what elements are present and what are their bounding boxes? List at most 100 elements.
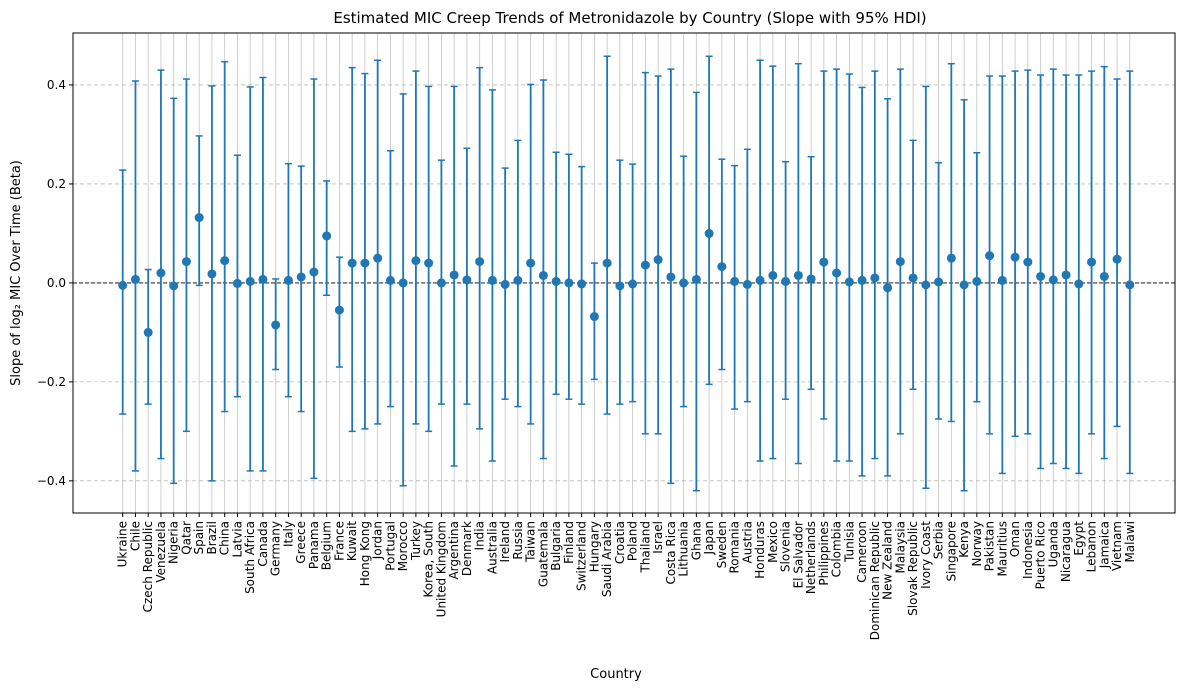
slope-point-76: [1087, 257, 1097, 267]
slope-point-16: [322, 231, 332, 241]
x-tick-label: Tunisia: [842, 521, 856, 563]
x-tick-label: Taiwan: [524, 521, 538, 563]
x-tick-label: Argentina: [447, 521, 461, 580]
x-tick-label: Japan: [702, 521, 716, 555]
slope-point-44: [679, 278, 689, 288]
x-tick-label: Colombia: [830, 521, 844, 577]
x-tick-label: Venezuela: [154, 521, 168, 583]
y-tick-label: −0.4: [37, 474, 66, 488]
slope-point-18: [347, 258, 357, 268]
slope-point-68: [985, 251, 995, 261]
slope-point-75: [1074, 279, 1084, 289]
x-tick-label: Panama: [307, 521, 321, 569]
slope-point-14: [296, 272, 306, 282]
slope-point-2: [143, 327, 153, 337]
x-tick-label: Singapore: [944, 521, 958, 582]
slope-point-50: [755, 275, 765, 285]
x-tick-label: Vietnam: [1110, 521, 1124, 571]
slope-point-6: [194, 213, 204, 223]
x-tick-label: Chile: [128, 521, 142, 551]
x-tick-label: Croatia: [613, 521, 627, 564]
x-tick-label: Nicaragua: [1059, 521, 1073, 582]
x-tick-label: South Africa: [243, 521, 257, 594]
slope-point-73: [1048, 275, 1058, 285]
slope-point-45: [691, 274, 701, 284]
slope-point-3: [156, 268, 166, 278]
x-tick-label: Germany: [269, 521, 283, 576]
slope-point-48: [730, 276, 740, 286]
x-tick-label: Denmark: [460, 521, 474, 576]
slope-point-66: [959, 280, 969, 290]
slope-point-5: [181, 257, 191, 267]
y-tick-label: −0.2: [37, 375, 66, 389]
x-tick-label: El Salvador: [791, 521, 805, 588]
slope-point-25: [436, 278, 446, 288]
x-tick-label: Saudi Arabia: [600, 521, 614, 597]
x-tick-label: Canada: [256, 521, 270, 567]
x-tick-label: Morocco: [396, 521, 410, 571]
x-tick-label: Slovenia: [779, 521, 793, 572]
slope-point-10: [245, 276, 255, 286]
x-tick-label: Brazil: [205, 521, 219, 555]
x-tick-label: Jamaica: [1097, 521, 1111, 569]
slope-point-71: [1023, 257, 1033, 267]
y-tick-label: 0.4: [47, 78, 66, 92]
x-axis-label: Country: [590, 667, 642, 682]
x-tick-label: Ivory Coast: [919, 521, 933, 589]
x-tick-label: Korea, South: [422, 521, 436, 598]
slope-point-56: [832, 268, 842, 278]
x-tick-label: Lebanon: [1085, 521, 1099, 572]
x-tick-label: Oman: [1008, 521, 1022, 557]
slope-point-70: [1010, 252, 1020, 262]
x-tick-label: Costa Rica: [664, 521, 678, 584]
x-tick-label: Spain: [192, 521, 206, 555]
x-tick-label: Portugal: [383, 521, 397, 571]
slope-point-62: [908, 273, 918, 283]
slope-point-39: [615, 281, 625, 291]
x-tick-label: Malaysia: [893, 521, 907, 573]
slope-point-58: [857, 275, 867, 285]
x-tick-label: India: [473, 521, 487, 550]
slope-point-1: [130, 274, 140, 284]
slope-point-64: [934, 277, 944, 287]
slope-point-51: [768, 270, 778, 280]
x-tick-label: Nigeria: [167, 521, 181, 564]
slope-point-57: [844, 277, 854, 287]
x-tick-label: Lithuania: [677, 521, 691, 577]
slope-point-27: [462, 275, 472, 285]
slope-point-4: [169, 281, 179, 291]
slope-point-41: [640, 260, 650, 270]
slope-point-28: [475, 257, 485, 267]
slope-point-53: [793, 270, 803, 280]
slope-point-31: [513, 275, 523, 285]
slope-point-34: [551, 276, 561, 286]
slope-point-78: [1112, 254, 1122, 264]
slope-point-54: [806, 274, 816, 284]
slope-point-55: [819, 257, 829, 267]
x-tick-label: United Kingdom: [434, 521, 448, 617]
slope-point-43: [666, 272, 676, 282]
slope-point-77: [1099, 271, 1109, 281]
slope-point-32: [526, 258, 536, 268]
x-tick-label: Pakistan: [983, 521, 997, 571]
slope-point-61: [895, 257, 905, 267]
x-tick-label: Mauritius: [995, 521, 1009, 576]
x-tick-label: Sweden: [715, 521, 729, 568]
x-tick-label: Cameroon: [855, 521, 869, 583]
x-tick-label: Qatar: [179, 521, 193, 555]
slope-point-8: [220, 256, 230, 266]
x-tick-label: China: [218, 521, 232, 555]
slope-point-21: [385, 275, 395, 285]
x-tick-label: Slovak Republic: [906, 521, 920, 616]
slope-point-52: [781, 276, 791, 286]
slope-point-74: [1061, 270, 1071, 280]
x-tick-label: Israel: [651, 521, 665, 554]
slope-point-49: [742, 279, 752, 289]
slope-point-33: [538, 270, 548, 280]
x-tick-label: Romania: [728, 521, 742, 573]
x-tick-label: Kenya: [957, 521, 971, 558]
slope-point-36: [577, 279, 587, 289]
slope-point-11: [258, 274, 268, 284]
